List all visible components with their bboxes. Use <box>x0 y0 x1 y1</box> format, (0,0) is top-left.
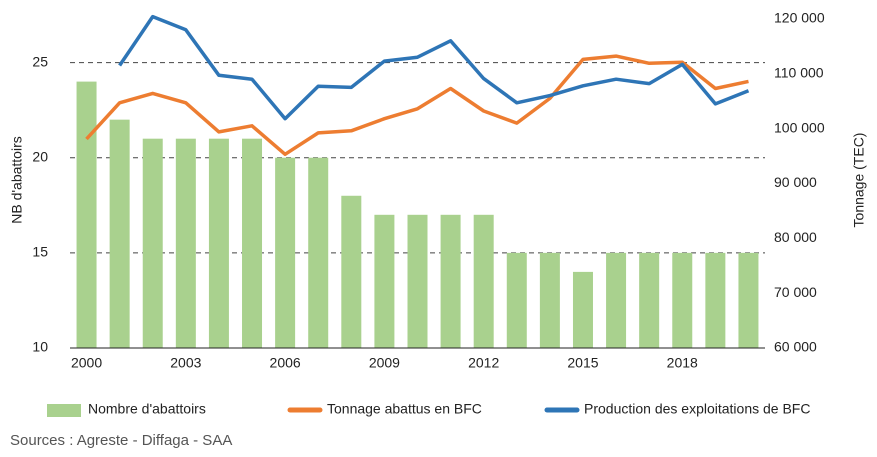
bar <box>606 252 627 348</box>
legend-swatch <box>47 404 81 417</box>
bar <box>109 119 130 349</box>
bar <box>539 252 560 348</box>
bar <box>572 271 593 348</box>
bar <box>506 252 527 348</box>
x-tick-label: 2006 <box>270 355 301 371</box>
bar <box>142 138 163 348</box>
y2-tick-label: 60 000 <box>774 339 817 355</box>
bar <box>76 81 97 348</box>
x-tick-label: 2000 <box>71 355 102 371</box>
x-tick-label: 2012 <box>468 355 499 371</box>
legend-label: Tonnage abattus en BFC <box>327 401 482 417</box>
bar <box>672 252 693 348</box>
bar <box>440 214 461 348</box>
y2-tick-label: 70 000 <box>774 284 817 300</box>
y-tick-label: 20 <box>32 148 48 164</box>
y2-tick-label: 100 000 <box>774 119 825 135</box>
bar <box>705 252 726 348</box>
x-tick-label: 2015 <box>567 355 598 371</box>
y-tick-label: 10 <box>32 339 48 355</box>
y2-tick-label: 120 000 <box>774 10 825 26</box>
line <box>118 14 750 121</box>
source: Sources : Agreste - Diffaga - SAA <box>10 432 232 449</box>
bar <box>341 195 362 348</box>
bar <box>275 157 296 348</box>
y2-axis-label: Tonnage (TEC) <box>851 133 867 228</box>
bar <box>374 214 395 348</box>
legend-label: Nombre d'abattoirs <box>88 401 206 417</box>
y2-tick-label: 110 000 <box>774 64 824 80</box>
y-axis-label: NB d'abattoirs <box>9 136 25 224</box>
bar <box>473 214 494 348</box>
bar <box>242 138 263 348</box>
bar <box>407 214 428 348</box>
bar <box>738 252 759 348</box>
y2-tick-label: 90 000 <box>774 174 817 190</box>
bar <box>639 252 660 348</box>
x-tick-label: 2003 <box>170 355 201 371</box>
line <box>85 54 749 157</box>
x-tick-label: 2018 <box>667 355 698 371</box>
bar <box>175 138 196 348</box>
legend-label: Production des exploitations de BFC <box>584 401 810 417</box>
bar <box>308 157 329 348</box>
x-tick-label: 2009 <box>369 355 400 371</box>
y-tick-label: 25 <box>32 53 48 69</box>
y-tick-label: 15 <box>32 244 48 260</box>
bar <box>208 138 229 348</box>
y2-tick-label: 80 000 <box>774 229 817 245</box>
